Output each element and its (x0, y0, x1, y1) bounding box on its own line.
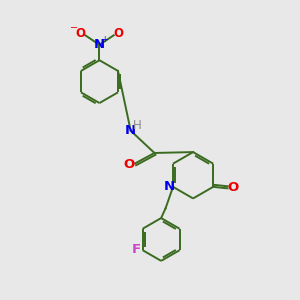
Text: F: F (131, 243, 141, 256)
Text: +: + (101, 35, 108, 44)
Text: −: − (70, 23, 78, 33)
Text: O: O (123, 158, 134, 171)
Text: N: N (125, 124, 136, 137)
Text: N: N (94, 38, 105, 51)
Text: O: O (75, 27, 85, 40)
Text: O: O (228, 181, 239, 194)
Text: N: N (164, 180, 175, 193)
Text: O: O (114, 27, 124, 40)
Text: H: H (133, 119, 142, 132)
